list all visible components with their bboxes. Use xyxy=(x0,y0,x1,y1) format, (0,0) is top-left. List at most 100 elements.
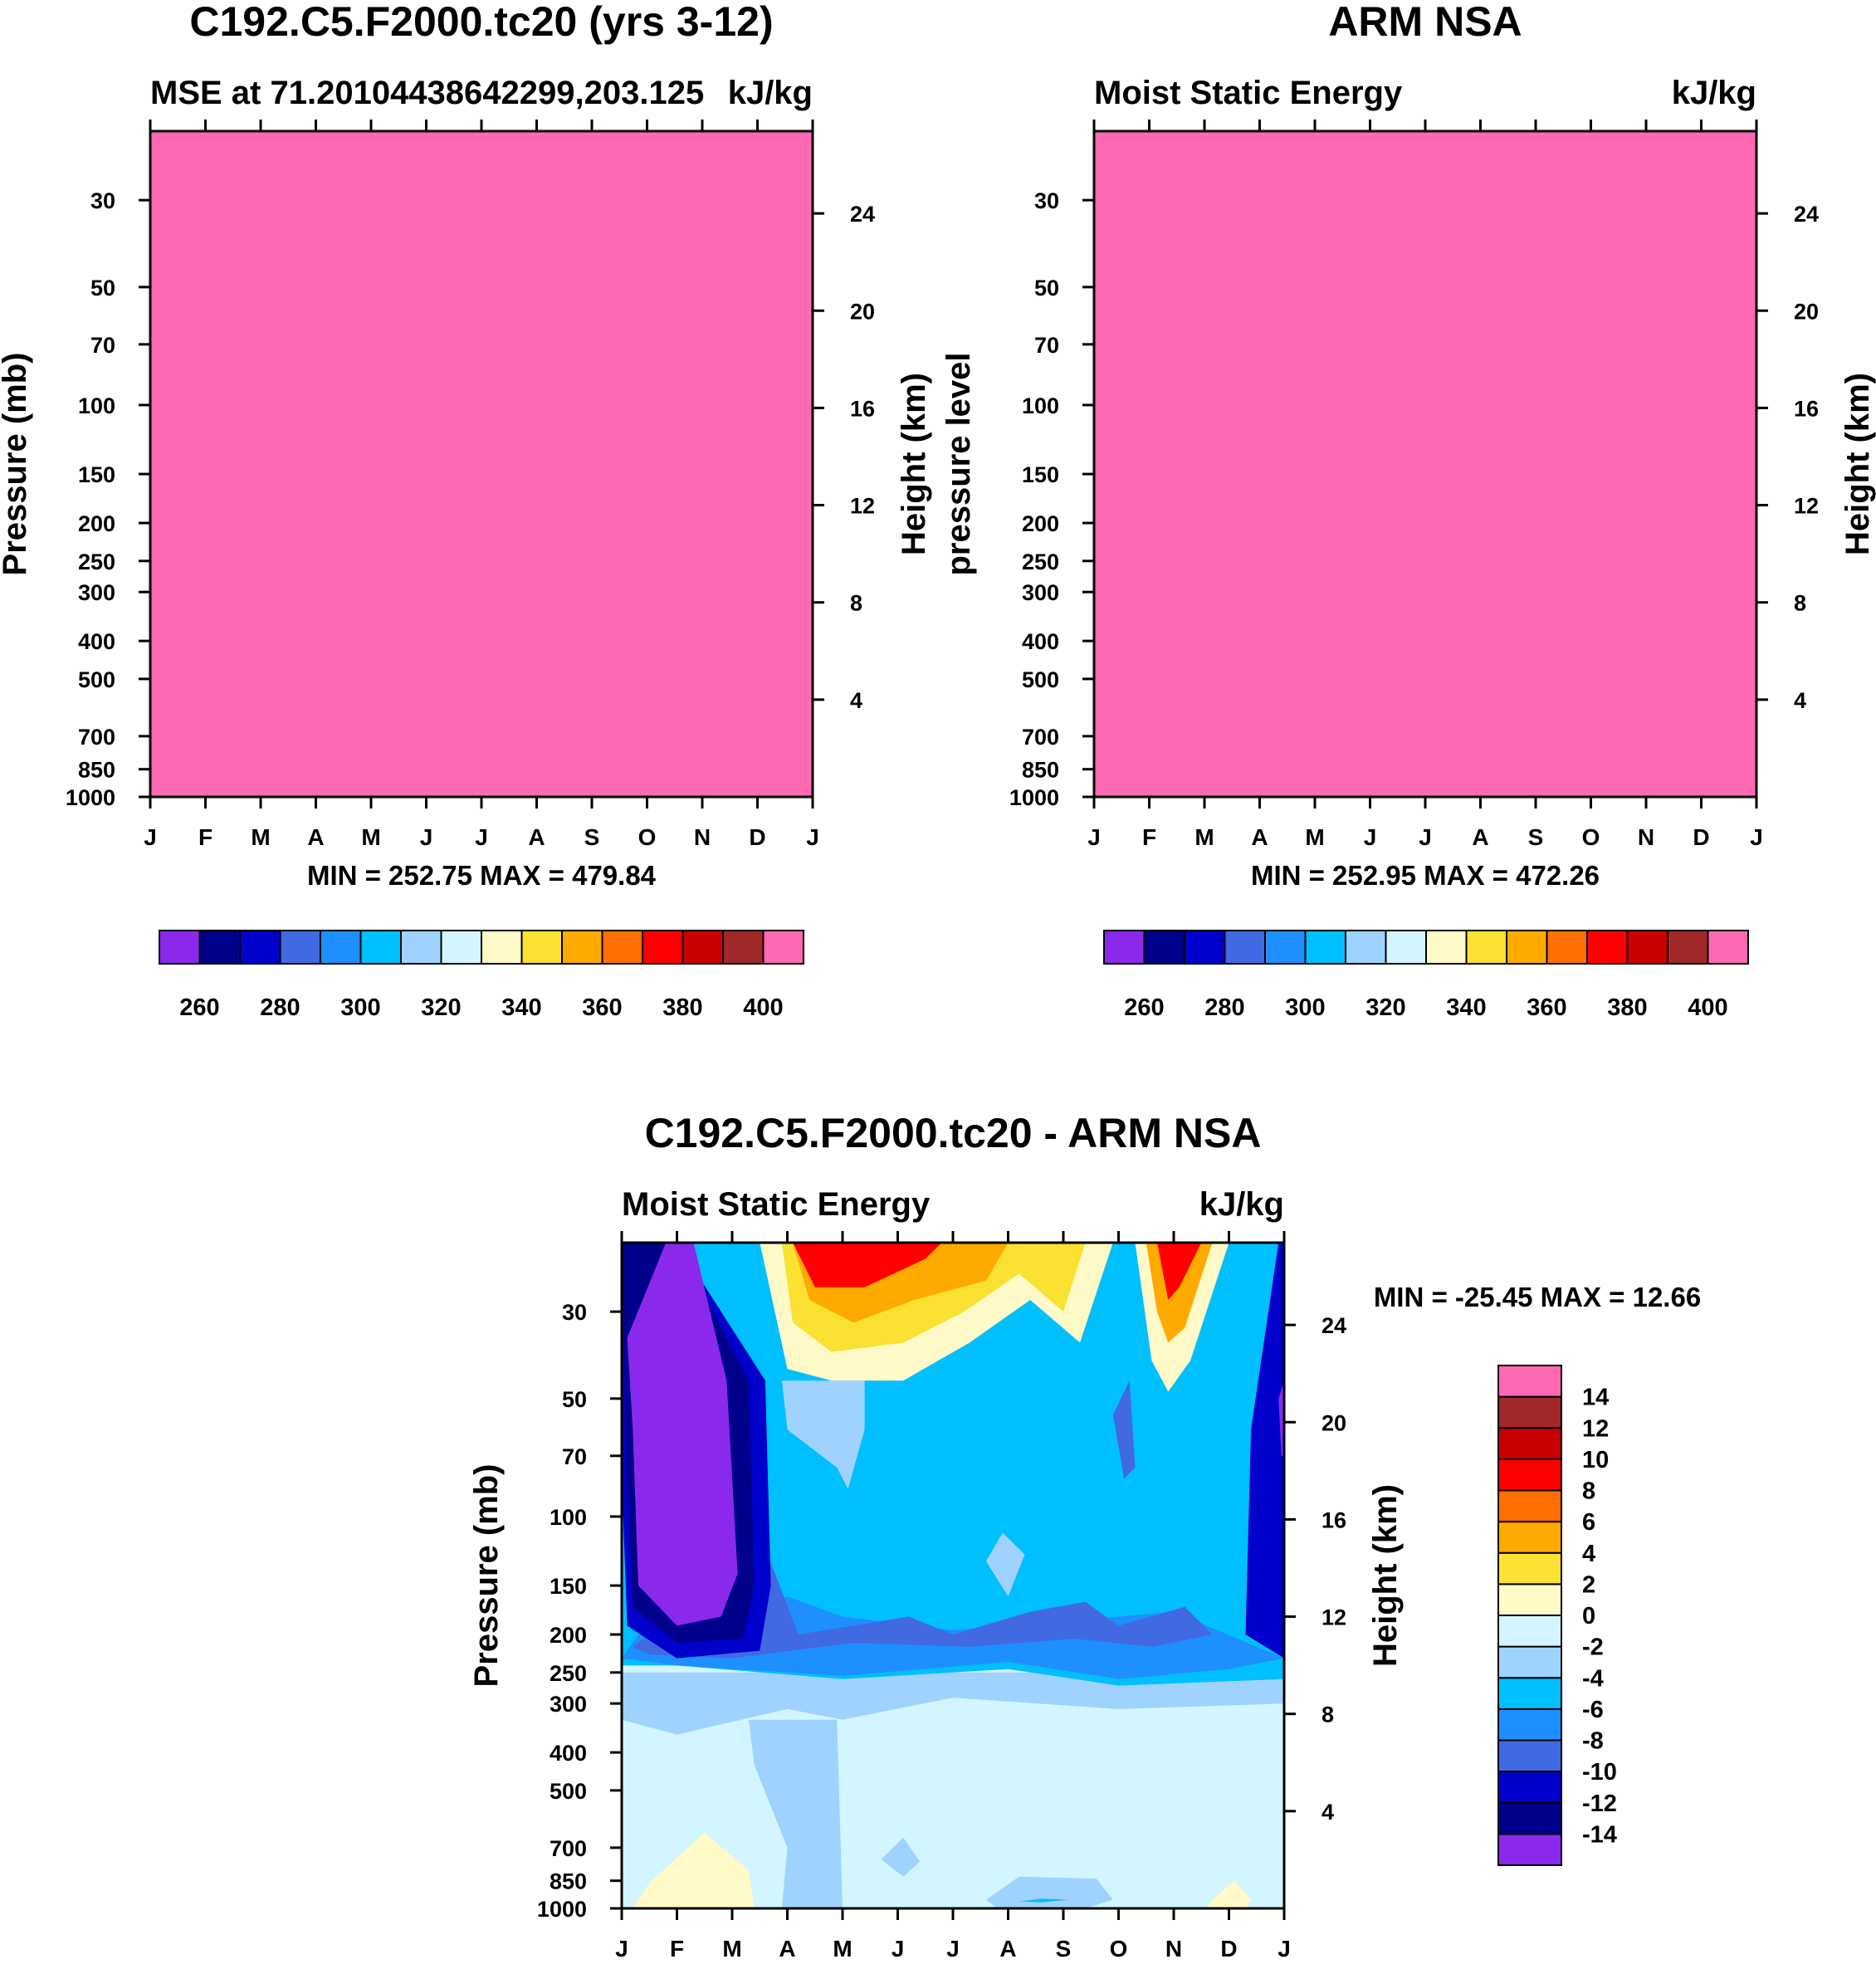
height-label: 20 xyxy=(1794,299,1819,324)
pressure-label: 70 xyxy=(1034,333,1059,358)
pressure-label: 200 xyxy=(550,1623,587,1648)
pressure-label: 300 xyxy=(550,1692,587,1717)
pressure-label: 100 xyxy=(550,1505,587,1530)
colorbar-box xyxy=(239,930,281,965)
panel-subtitle-right: kJ/kg xyxy=(1672,75,1756,111)
colorbar-label: 260 xyxy=(179,994,219,1021)
pressure-label: 100 xyxy=(78,393,115,418)
diff-left-minus14 xyxy=(627,1243,738,1626)
colorbar-box xyxy=(561,930,603,965)
colorbar-box xyxy=(198,930,241,965)
colorbar-label: 2 xyxy=(1582,1571,1595,1598)
colorbar-box xyxy=(1626,930,1668,965)
colorbar-box xyxy=(1707,930,1749,965)
pressure-label: 50 xyxy=(562,1387,587,1412)
month-label: A xyxy=(528,824,545,850)
month-label: O xyxy=(1110,1936,1128,1962)
colorbar-box xyxy=(642,930,684,965)
height-label: 8 xyxy=(1322,1703,1334,1727)
pressure-label: 50 xyxy=(90,276,115,300)
contour-field xyxy=(150,131,813,797)
diff-streak-minus4 xyxy=(1019,1898,1069,1903)
panel-subtitle-left: MSE at 71.20104438642299,203.125 xyxy=(150,75,704,111)
colorbar-box xyxy=(1497,1771,1562,1804)
pressure-label: 850 xyxy=(550,1869,587,1894)
height-label: 12 xyxy=(1322,1605,1346,1630)
colorbar-box xyxy=(1345,930,1387,965)
month-label: J xyxy=(946,1936,960,1962)
colorbar-box xyxy=(1497,1395,1562,1429)
height-label: 24 xyxy=(1794,202,1819,227)
colorbar-label: -10 xyxy=(1582,1759,1617,1786)
colorbar-box xyxy=(1497,1521,1562,1554)
pressure-label: 850 xyxy=(78,758,115,783)
month-label: O xyxy=(1582,824,1600,850)
colorbar-box xyxy=(1497,1708,1562,1742)
month-label: J xyxy=(144,824,157,850)
height-label: 20 xyxy=(1322,1410,1346,1435)
pressure-label: 700 xyxy=(1022,725,1059,750)
month-label: N xyxy=(694,824,711,850)
colorbar-box xyxy=(762,930,804,965)
colorbar-label: 4 xyxy=(1582,1541,1595,1567)
contour-band-15 xyxy=(1094,323,1756,797)
panel-subtitle-left: Moist Static Energy xyxy=(622,1186,931,1223)
colorbar-box xyxy=(1385,930,1427,965)
colorbar-box xyxy=(722,930,765,965)
pressure-label: 30 xyxy=(562,1300,587,1325)
colorbar-box xyxy=(400,930,442,965)
panel-diff: C192.C5.F2000.tc20 - ARM NSA Moist Static… xyxy=(468,1110,1404,1962)
colorbar-box xyxy=(1264,930,1307,965)
pressure-label: 250 xyxy=(550,1661,587,1686)
colorbar-label: 400 xyxy=(743,994,783,1021)
colorbar-box xyxy=(1546,930,1588,965)
pressure-label: 500 xyxy=(1022,667,1059,692)
height-label: 24 xyxy=(1322,1313,1346,1338)
stats-text: MIN = 252.75 MAX = 479.84 xyxy=(307,860,657,891)
colorbar-box xyxy=(1497,1615,1562,1648)
colorbar-box xyxy=(1497,1801,1562,1835)
colorbar-label: 0 xyxy=(1582,1603,1595,1629)
pressure-label: 70 xyxy=(562,1444,587,1469)
colorbar-box xyxy=(1497,1489,1562,1523)
month-label: J xyxy=(1278,1936,1291,1962)
colorbar-label: 360 xyxy=(582,994,622,1021)
diff-band-minus2 xyxy=(622,1672,1284,1735)
pressure-label: 500 xyxy=(550,1779,587,1804)
colorbar-box xyxy=(359,930,402,965)
height-label: 4 xyxy=(850,688,862,713)
colorbar-box xyxy=(1497,1677,1562,1710)
contour-band-15 xyxy=(150,280,813,797)
month-label: D xyxy=(1693,824,1709,850)
height-label: 8 xyxy=(850,591,862,616)
colorbar-label: 340 xyxy=(1446,994,1486,1021)
month-label: O xyxy=(638,824,657,850)
colorbar-label: -6 xyxy=(1582,1697,1604,1723)
colorbar-label: 360 xyxy=(1527,994,1566,1021)
month-label: J xyxy=(475,824,488,850)
height-label: 24 xyxy=(850,202,875,227)
month-label: A xyxy=(307,824,324,850)
month-label: M xyxy=(833,1936,852,1962)
pressure-label: 300 xyxy=(78,580,115,605)
diff-top-plus8 xyxy=(793,1243,942,1287)
colorbar-box xyxy=(1497,1458,1562,1492)
colorbar-box xyxy=(1497,1583,1562,1616)
colorbar-label: -12 xyxy=(1582,1791,1617,1817)
pressure-label: 850 xyxy=(1022,758,1059,783)
diff-band-minus8 xyxy=(633,1547,1213,1659)
stats-text: MIN = -25.45 MAX = 12.66 xyxy=(1374,1282,1701,1312)
height-label: 16 xyxy=(1794,396,1819,421)
month-label: J xyxy=(615,1936,628,1962)
month-label: A xyxy=(1472,824,1488,850)
colorbar-label: 400 xyxy=(1688,994,1727,1021)
diff-patch-minus2c xyxy=(881,1837,921,1877)
pressure-label: 500 xyxy=(78,667,115,692)
pressure-label: 700 xyxy=(550,1836,587,1861)
colorbar-box xyxy=(1497,1365,1562,1398)
colorbar-obs: 260 280 300 320 340 360 380 400 xyxy=(1103,930,1749,1021)
month-label: A xyxy=(1251,824,1268,850)
colorbar-box xyxy=(1103,930,1146,965)
month-label: N xyxy=(1638,824,1654,850)
